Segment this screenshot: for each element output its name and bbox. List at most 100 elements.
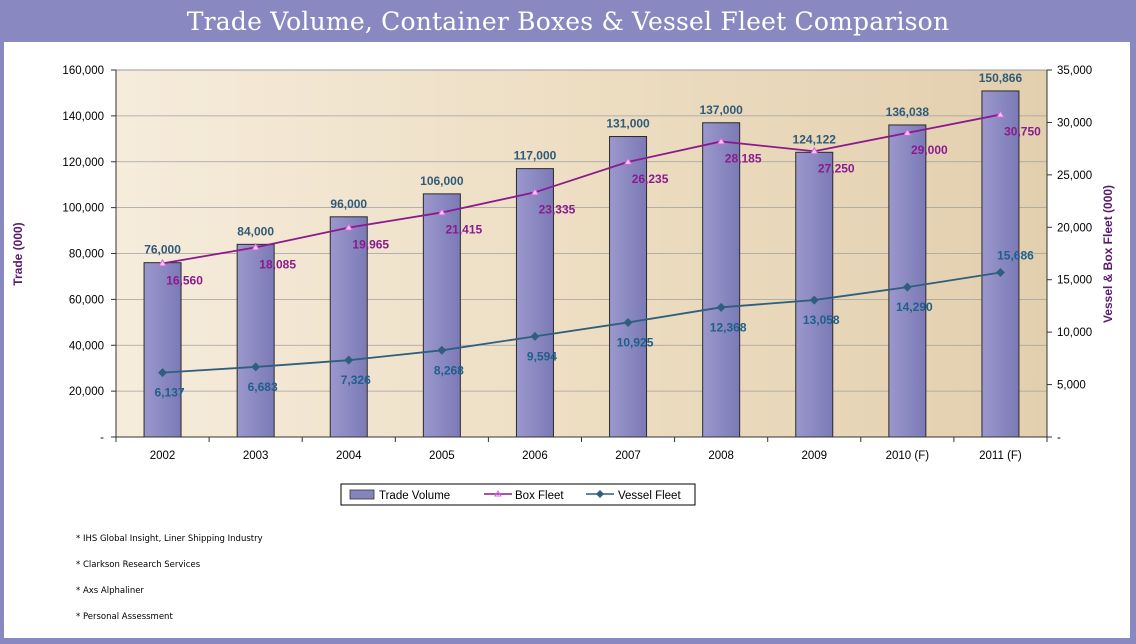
bar [888, 124, 927, 438]
y2-tick-label: 20,000 [1057, 222, 1092, 234]
y2-tick-label: 30,000 [1057, 117, 1092, 129]
source-note: * Personal Assessment [76, 612, 173, 622]
x-tick-label: 2003 [243, 450, 269, 462]
point-vessel-fleet [902, 282, 912, 292]
legend-marker-vessel-fleet [596, 490, 604, 498]
data-label-box-fleet: 30,750 [1004, 125, 1041, 139]
point-box-fleet [437, 207, 447, 216]
x-tick-label: 2007 [615, 450, 641, 462]
data-label-box-fleet: 23,335 [539, 202, 576, 216]
point-box-fleet [344, 223, 354, 231]
legend-marker-box-fleet [494, 490, 502, 497]
x-tick-label: 2006 [522, 450, 548, 462]
data-label-box-fleet: 18,085 [259, 257, 296, 271]
y2-tick-label: 5,000 [1057, 380, 1086, 392]
y-tick-label: 160,000 [62, 65, 104, 77]
data-label-trade-volume: 150,866 [979, 71, 1023, 85]
data-labels: 76,000 84,000 96,000 106,000 117,000 131,000 1… [144, 71, 1041, 400]
data-label-box-fleet: 26,235 [632, 172, 669, 186]
data-label-box-fleet: 16,560 [166, 273, 203, 287]
data-label-vessel-fleet: 10,925 [617, 335, 654, 349]
data-label-vessel-fleet: 6,137 [155, 386, 185, 400]
point-vessel-fleet [995, 268, 1005, 278]
y-tick-label: 120,000 [62, 157, 104, 169]
point-vessel-fleet [530, 331, 540, 341]
y2-tick-label: 35,000 [1057, 65, 1092, 77]
x-tick-label: 2010 (F) [886, 450, 930, 462]
data-label-trade-volume: 84,000 [237, 224, 274, 238]
y-tick-label: 40,000 [69, 340, 104, 352]
data-label-vessel-fleet: 8,268 [434, 363, 464, 377]
point-box-fleet [716, 136, 726, 145]
y2-tick-label: 10,000 [1057, 327, 1092, 339]
bar [702, 122, 741, 438]
data-label-trade-volume: 137,000 [699, 103, 743, 117]
x-tick-label: 2005 [429, 450, 455, 462]
bar [422, 193, 461, 438]
point-vessel-fleet [437, 345, 447, 355]
x-tick-label: 2011 (F) [979, 450, 1022, 462]
y-tick-label: 140,000 [62, 111, 104, 123]
y-tick-label: - [100, 432, 104, 444]
data-label-trade-volume: 131,000 [606, 117, 650, 131]
axes: - 20,000 40,000 60,000 80,000 100,000 120,000 1… [62, 65, 1092, 462]
bar-series [143, 90, 1020, 438]
point-box-fleet [996, 110, 1005, 118]
point-vessel-fleet [251, 362, 261, 372]
data-label-box-fleet: 27,250 [818, 161, 855, 175]
legend: Trade Volume Box Fleet Vessel Fleet [340, 483, 696, 506]
line-series [158, 110, 1005, 378]
y2-tick-label: 25,000 [1057, 170, 1092, 182]
y-tick-label: 20,000 [69, 386, 104, 398]
source-notes: * IHS Global Insight, Liner Shipping Ind… [76, 526, 263, 630]
data-label-vessel-fleet: 12,368 [710, 320, 747, 334]
data-label-trade-volume: 117,000 [514, 149, 557, 163]
y-tick-label: 100,000 [62, 203, 104, 215]
x-tick-label: 2002 [150, 450, 176, 462]
point-box-fleet [530, 187, 540, 196]
point-vessel-fleet [809, 295, 819, 305]
legend-swatch-trade-volume [349, 489, 375, 500]
line-box-fleet [162, 113, 1001, 265]
data-label-trade-volume: 76,000 [144, 243, 181, 257]
legend-label-trade-volume: Trade Volume [379, 490, 450, 502]
y-axis-label: Trade (000) [11, 222, 25, 285]
data-label-box-fleet: 21,415 [445, 222, 482, 236]
y-tick-label: 80,000 [69, 249, 104, 261]
y2-axis-label: Vessel & Box Fleet (000) [1101, 185, 1115, 323]
source-note: * Clarkson Research Services [76, 560, 201, 570]
point-box-fleet [158, 258, 167, 267]
legend-label-box-fleet: Box Fleet [515, 490, 564, 502]
data-label-vessel-fleet: 13,058 [803, 313, 840, 327]
legend-label-vessel-fleet: Vessel Fleet [618, 490, 681, 502]
point-box-fleet [809, 146, 819, 155]
y2-tick-label: - [1057, 432, 1061, 444]
data-label-vessel-fleet: 6,683 [248, 380, 278, 394]
data-label-vessel-fleet: 15,686 [997, 249, 1034, 263]
bar [795, 151, 834, 438]
point-vessel-fleet [344, 355, 354, 365]
point-vessel-fleet [158, 368, 168, 378]
bar [236, 243, 275, 438]
x-tick-label: 2008 [708, 450, 734, 462]
legend-box [340, 483, 696, 506]
data-label-box-fleet: 19,965 [352, 238, 389, 252]
y2-tick-label: 15,000 [1057, 275, 1092, 287]
point-vessel-fleet [716, 302, 726, 312]
data-label-box-fleet: 29,000 [911, 143, 948, 157]
y-tick-label: 60,000 [69, 294, 104, 306]
point-box-fleet [902, 128, 912, 136]
x-tick-label: 2009 [801, 450, 827, 462]
data-label-vessel-fleet: 9,594 [527, 349, 557, 363]
bar [609, 136, 648, 438]
data-label-trade-volume: 124,122 [793, 132, 837, 146]
bar [329, 216, 368, 438]
point-box-fleet [251, 242, 261, 251]
line-vessel-fleet [162, 271, 1001, 374]
data-label-vessel-fleet: 14,290 [896, 300, 933, 314]
point-box-fleet [623, 157, 633, 165]
data-label-vessel-fleet: 7,326 [341, 373, 371, 387]
bar [143, 262, 182, 438]
data-label-box-fleet: 28,185 [725, 151, 762, 165]
